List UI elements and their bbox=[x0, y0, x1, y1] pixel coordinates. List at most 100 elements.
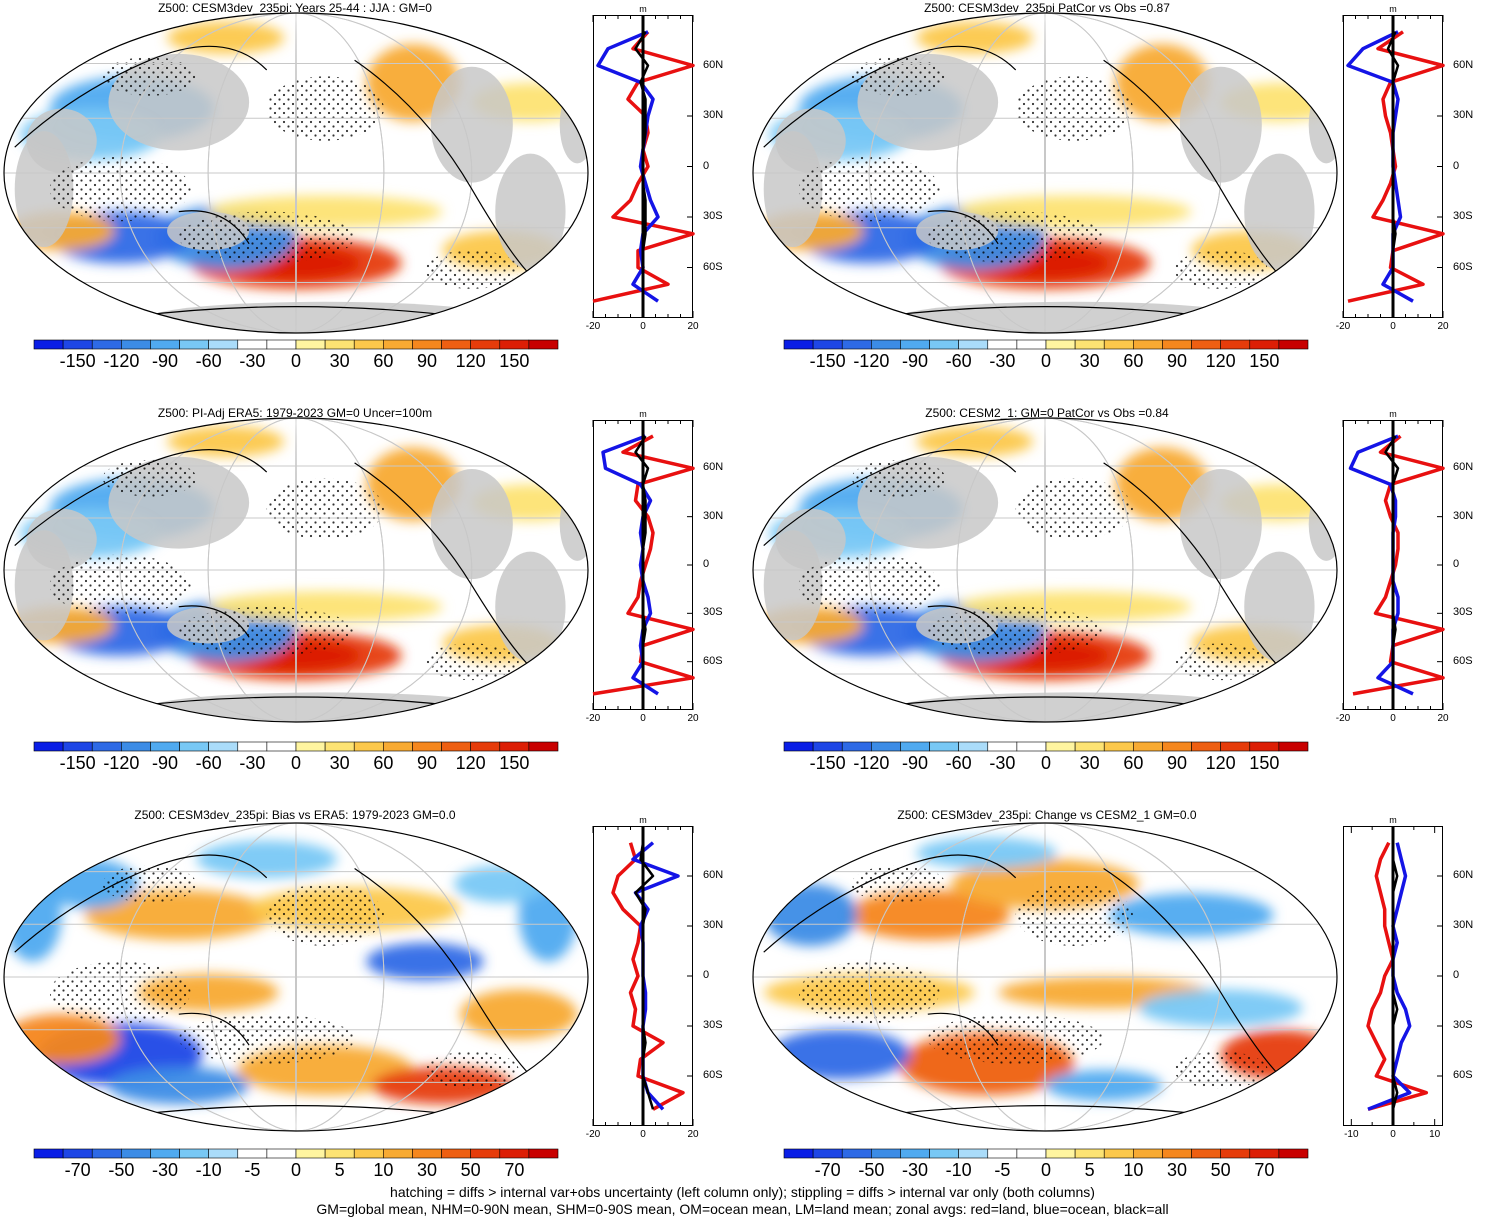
coastline bbox=[14, 449, 543, 709]
colorbar-label: -120 bbox=[853, 753, 890, 773]
colorbar-swatch bbox=[958, 1148, 989, 1159]
colorbar-label: 0 bbox=[290, 1160, 302, 1180]
colorbar-svg bbox=[783, 339, 1309, 350]
colorbar-swatch bbox=[1220, 339, 1251, 350]
colorbar-svg bbox=[33, 1148, 559, 1159]
meridian-gridline bbox=[295, 418, 297, 722]
panel-title: Z500: CESM3dev_235pi PatCor vs Obs =0.87 bbox=[924, 1, 1170, 15]
colorbar-label: -60 bbox=[195, 351, 222, 371]
land-mask bbox=[1308, 86, 1337, 164]
land-mask bbox=[1244, 153, 1315, 270]
profile-xtick-label: -10 bbox=[1344, 1129, 1359, 1140]
profile-xtick-label: 20 bbox=[1437, 321, 1449, 332]
coastline bbox=[14, 854, 543, 1118]
colorbar-swatch bbox=[871, 741, 901, 752]
profile-ytick-label: 30N bbox=[703, 109, 724, 121]
colorbar-swatch bbox=[324, 1148, 355, 1159]
land-mask bbox=[26, 508, 97, 570]
land-zonal-mean-line bbox=[592, 30, 695, 303]
colorbar-label: 0 bbox=[1040, 753, 1052, 773]
profile-xtick-label: 0 bbox=[640, 1129, 646, 1140]
anomaly-contour bbox=[167, 21, 285, 54]
profile-unit-label: m bbox=[639, 4, 647, 14]
colorbar-swatch bbox=[266, 1148, 297, 1159]
profile-ytick-label: 60N bbox=[1453, 58, 1474, 71]
panel-title: Z500: CESM3dev_235pi: Years 25-44 : JJA … bbox=[158, 1, 432, 15]
colorbar-label: 60 bbox=[373, 351, 394, 371]
colorbar-swatch bbox=[208, 1148, 239, 1159]
profile-ytick-label: 30N bbox=[703, 919, 724, 931]
zonal-mean-profile: m 60N 30N 0 30S 60S -10 0 10 bbox=[1343, 815, 1473, 1140]
colorbar-swatch bbox=[441, 339, 471, 350]
colorbar-swatch bbox=[383, 339, 413, 350]
colorbar-swatch bbox=[528, 1148, 559, 1159]
colorbar-label: 150 bbox=[1249, 753, 1280, 773]
profile-ytick-label: 30N bbox=[703, 509, 724, 522]
colorbar-svg bbox=[783, 1148, 1309, 1159]
colorbar-swatch bbox=[499, 339, 530, 350]
land-mask bbox=[1179, 66, 1262, 183]
stippling bbox=[424, 643, 519, 681]
colorbar-swatch bbox=[1278, 741, 1309, 752]
meridian-gridline bbox=[207, 823, 385, 1131]
map-outline bbox=[3, 12, 589, 334]
colorbar-label: -10 bbox=[945, 1160, 972, 1180]
colorbar-swatch bbox=[499, 741, 530, 752]
colorbar-swatch bbox=[441, 1148, 471, 1159]
colorbar-swatch bbox=[812, 1148, 843, 1159]
colorbar-swatch bbox=[528, 339, 559, 350]
colorbar-label: -90 bbox=[901, 351, 929, 371]
meridian-gridline bbox=[956, 418, 1134, 722]
colorbar-label: 60 bbox=[1123, 753, 1144, 773]
anomaly-contour bbox=[769, 1029, 911, 1080]
land-mask bbox=[559, 86, 588, 164]
zonal-mean-profile: m 60N 30N 0 30S 60S -20 0 20 bbox=[586, 409, 723, 724]
colorbar-swatch bbox=[121, 339, 151, 350]
profile-ytick-label: 30S bbox=[1453, 1019, 1473, 1031]
profile-svg bbox=[1342, 15, 1445, 318]
colorbar-swatch bbox=[1278, 339, 1309, 350]
profile-ytick-label: 60S bbox=[1453, 654, 1473, 667]
colorbar-swatch bbox=[33, 339, 64, 350]
colorbar-swatch bbox=[1220, 1148, 1251, 1159]
map-outline bbox=[752, 822, 1338, 1132]
colorbar-label: -120 bbox=[103, 753, 140, 773]
colorbar-swatch bbox=[91, 741, 122, 752]
colorbar-swatch bbox=[1045, 339, 1076, 350]
meridian-gridline bbox=[1044, 418, 1046, 722]
colorbar-swatch bbox=[783, 1148, 814, 1159]
colorbar-label: -30 bbox=[901, 1160, 929, 1180]
land-mask bbox=[430, 469, 513, 580]
colorbar-swatch bbox=[33, 741, 64, 752]
land-mask bbox=[430, 66, 513, 183]
colorbar-swatch bbox=[1103, 1148, 1134, 1159]
land-mask bbox=[775, 508, 846, 570]
land-mask bbox=[495, 153, 566, 270]
stippling bbox=[102, 57, 197, 96]
stippling bbox=[1173, 250, 1268, 289]
colorbar: -150 -120 -90 -60 -30 0 30 60 90 120 150 bbox=[783, 339, 1309, 371]
colorbar-swatch bbox=[528, 741, 559, 752]
map-plot bbox=[752, 12, 1338, 334]
colorbar-swatch bbox=[353, 741, 384, 752]
map-plot bbox=[752, 822, 1338, 1132]
colorbar-swatch bbox=[1103, 741, 1134, 752]
anomaly-contour bbox=[460, 989, 578, 1039]
anomaly-contour bbox=[196, 840, 338, 878]
land-mask bbox=[775, 108, 846, 173]
colorbar-swatch bbox=[1162, 339, 1192, 350]
colorbar-label: 60 bbox=[373, 753, 394, 773]
profile-ytick-label: 0 bbox=[1453, 969, 1460, 981]
map-plot bbox=[3, 12, 589, 334]
colorbar-label: -70 bbox=[64, 1160, 91, 1180]
stippling bbox=[1173, 643, 1268, 681]
colorbar-swatch bbox=[900, 741, 930, 752]
coastline bbox=[763, 45, 1292, 319]
anomaly-contour bbox=[366, 942, 484, 981]
colorbar-label: -50 bbox=[108, 1160, 135, 1180]
profile-xtick-label: 20 bbox=[687, 713, 699, 724]
ocean-zonal-mean-line bbox=[1367, 842, 1412, 1111]
colorbar-label: -90 bbox=[151, 351, 179, 371]
colorbar-label: 120 bbox=[1205, 753, 1236, 773]
colorbar-label: -120 bbox=[853, 351, 890, 371]
